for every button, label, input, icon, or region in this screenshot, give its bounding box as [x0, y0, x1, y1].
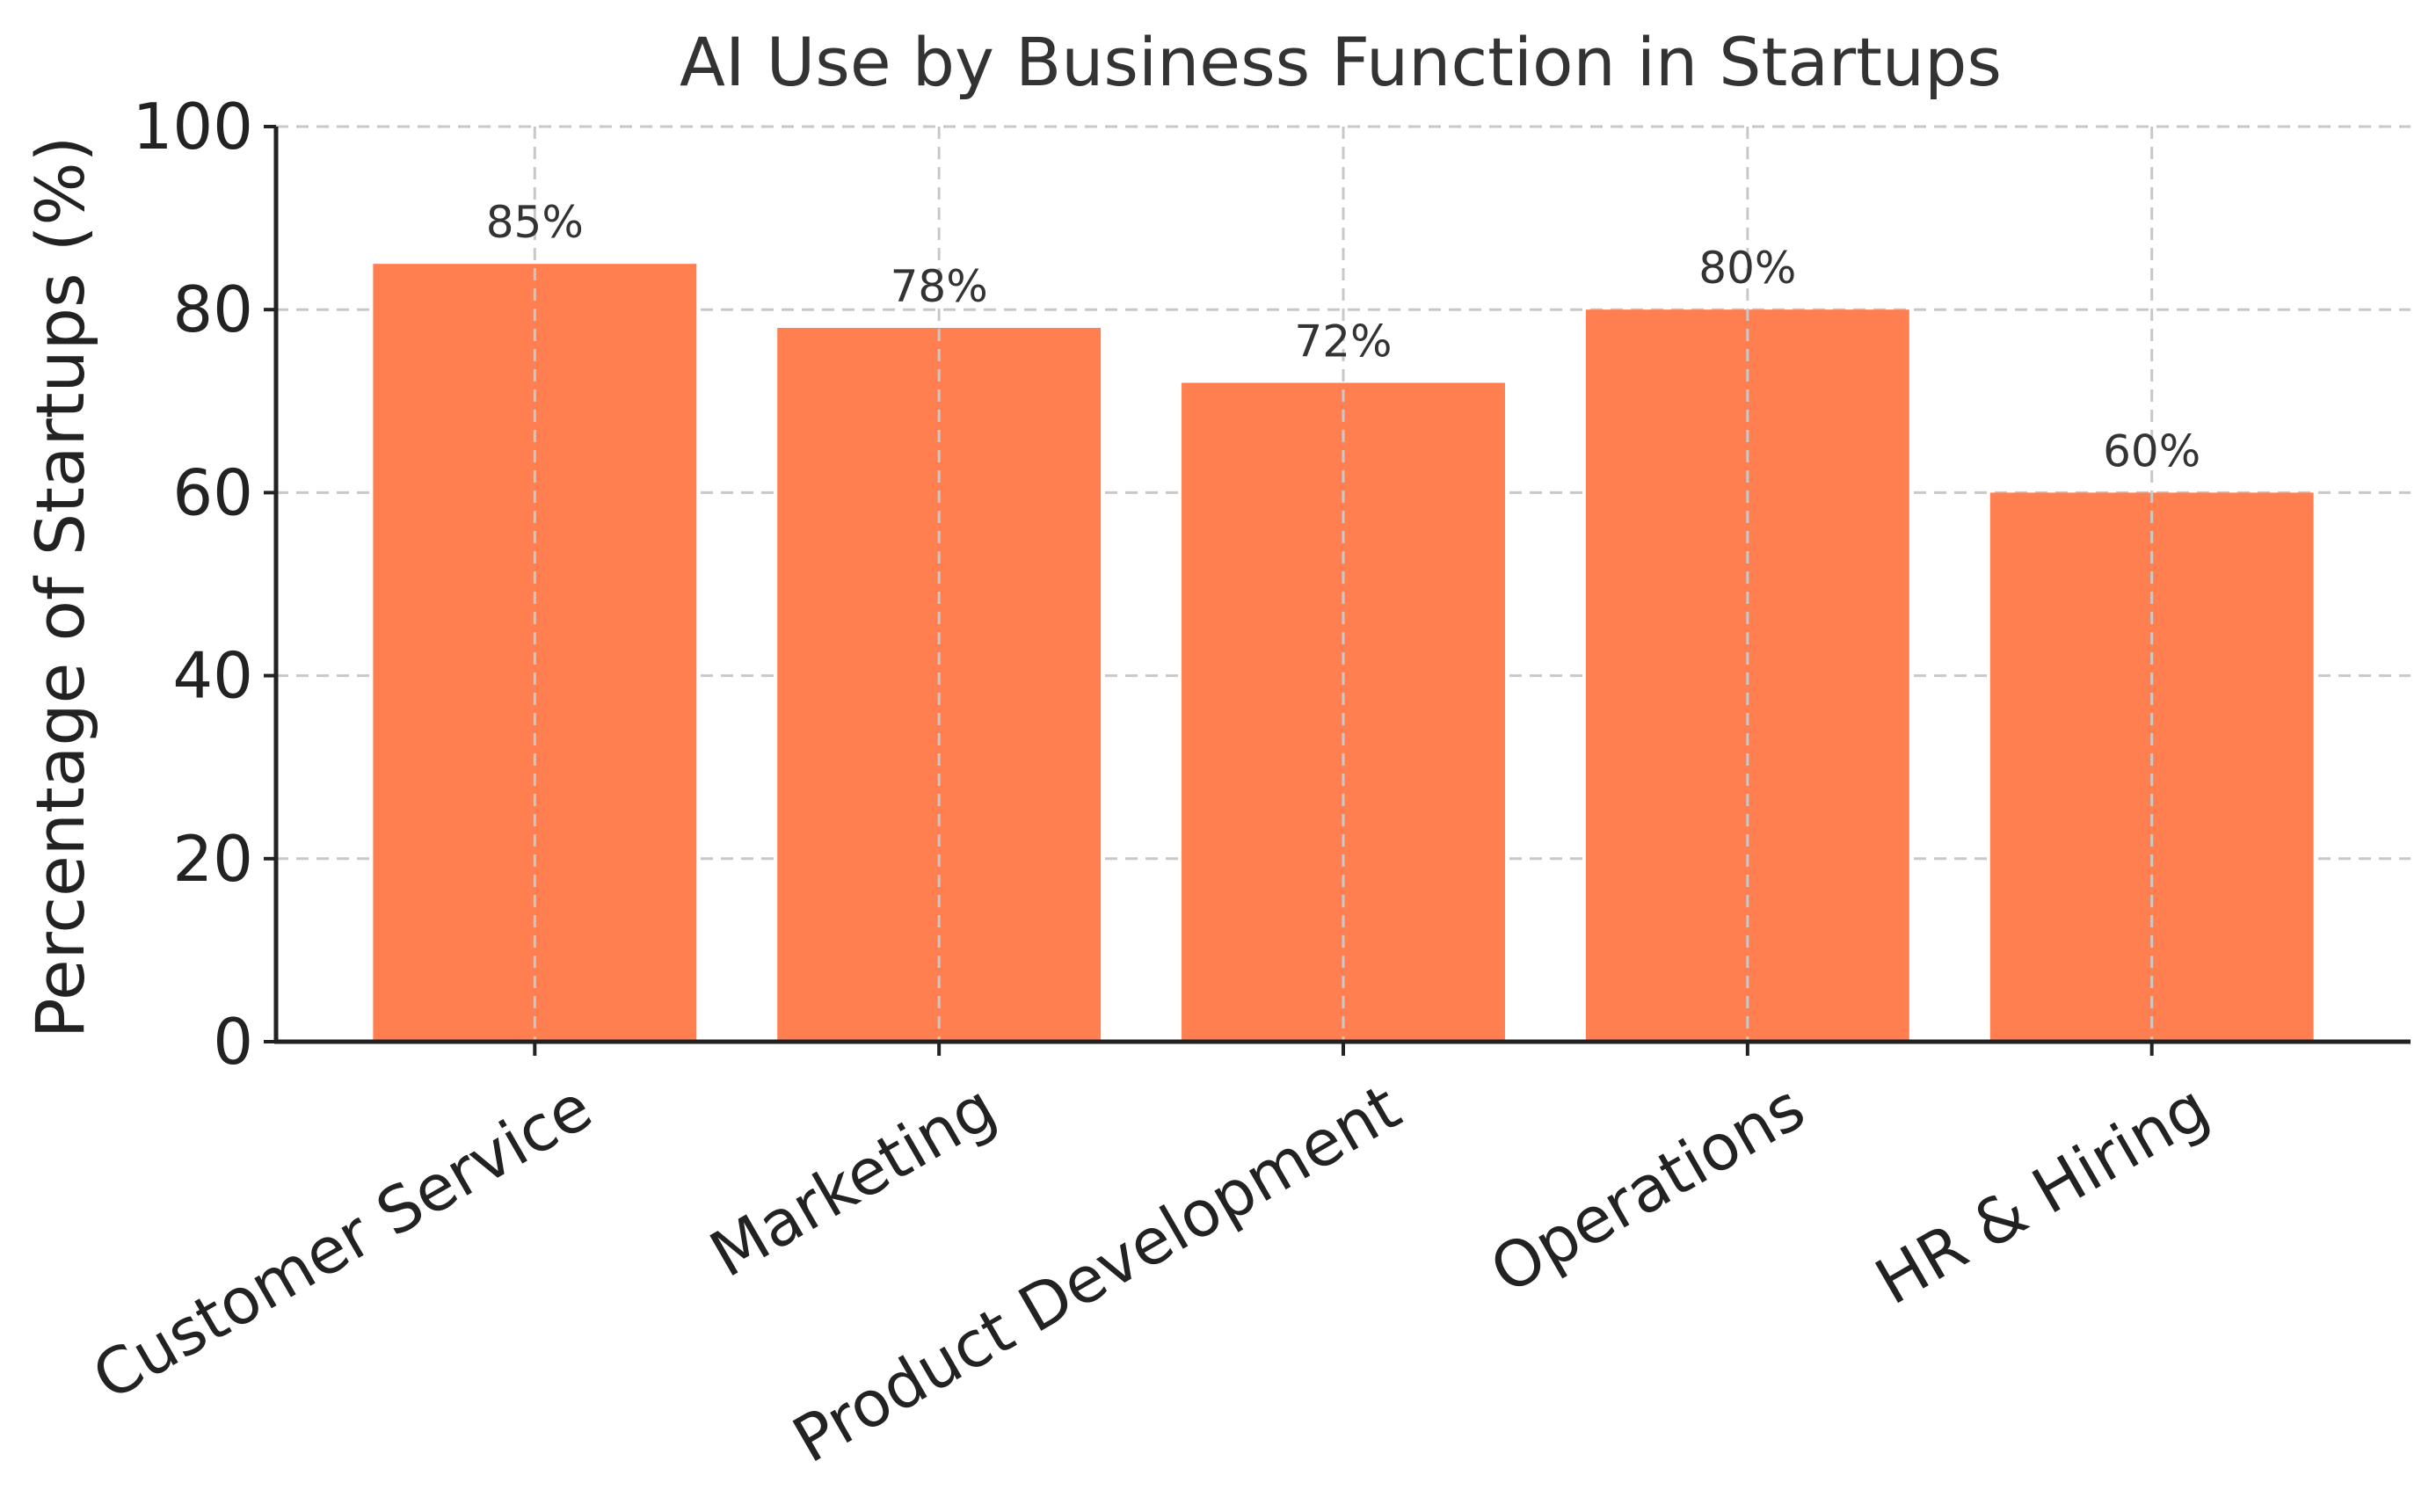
- bar-data-label: 72%: [1294, 316, 1392, 367]
- y-tick-label: 20: [172, 822, 253, 896]
- axes: [264, 125, 2411, 1056]
- bar-data-label: 60%: [2103, 425, 2200, 476]
- y-tick-label: 60: [172, 455, 253, 529]
- y-tick-label: 100: [133, 90, 253, 164]
- bar-data-label: 85%: [486, 197, 584, 248]
- bar: [1989, 492, 2314, 1042]
- data-labels: 85% 78% 72% 80% 60%: [486, 197, 2201, 476]
- bars: [373, 264, 2314, 1043]
- y-tick-label: 40: [172, 639, 253, 713]
- y-axis-label: Percentage of Startups (%): [21, 136, 99, 1038]
- vertical-grid-lines: [533, 127, 2154, 1042]
- bar-data-label: 80%: [1698, 243, 1796, 294]
- y-tick-label: 80: [172, 273, 253, 346]
- chart-title: AI Use by Business Function in Startups: [680, 23, 2002, 101]
- bar-data-label: 78%: [891, 261, 988, 312]
- y-tick-label: 0: [213, 1005, 253, 1079]
